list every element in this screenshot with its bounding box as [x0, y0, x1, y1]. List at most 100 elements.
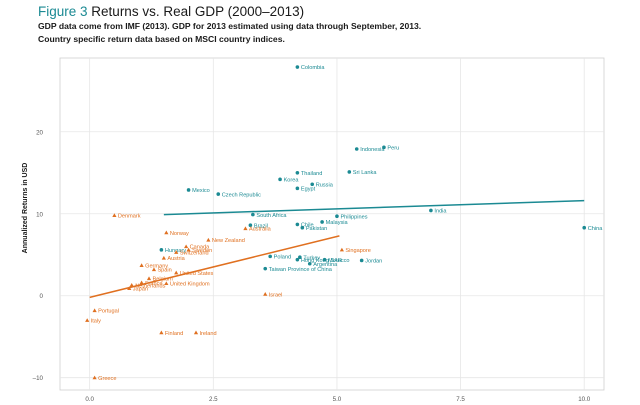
data-point: [161, 255, 166, 260]
data-point: [310, 182, 315, 187]
trend-lines: [89, 199, 585, 299]
data-label: Poland: [274, 255, 291, 261]
data-label: Thailand: [301, 171, 322, 177]
data-point: [278, 177, 282, 182]
data-label: Czech Republic: [222, 192, 261, 198]
x-tick-label: 2.5: [209, 396, 218, 403]
data-label: Netherlands: [135, 283, 165, 289]
data-label: Colombia: [301, 65, 326, 71]
data-label: Italy: [91, 319, 101, 325]
data-label: Germany: [145, 264, 168, 270]
data-label: Peru: [387, 146, 399, 152]
data-point: [382, 145, 386, 150]
figure-title-text: Returns vs. Real GDP (2000–2013): [91, 4, 305, 19]
data-point: [307, 261, 312, 266]
data-point: [339, 247, 344, 252]
data-point: [159, 330, 164, 335]
trend-line-emerging: [163, 199, 585, 216]
data-point: [243, 226, 248, 231]
y-tick-label: –10: [33, 375, 44, 382]
data-point: [216, 192, 221, 196]
data-label: Switzerland: [180, 250, 209, 256]
data-label: Chile: [301, 223, 314, 229]
data-label: Sri Lanka: [353, 170, 378, 176]
data-point: [92, 375, 97, 380]
data-point: [193, 330, 199, 335]
data-label: Singapore: [345, 248, 371, 254]
data-point: [322, 257, 327, 262]
data-label: United Kingdom: [170, 282, 210, 288]
data-label: Brazil: [254, 223, 268, 229]
data-point: [582, 225, 587, 230]
data-point: [112, 213, 117, 217]
data-point: [146, 276, 152, 281]
data-point: [92, 308, 97, 313]
data-label: Hungary: [165, 248, 186, 254]
data-label: United States: [180, 271, 214, 277]
data-point: [206, 237, 211, 242]
data-point: [139, 263, 144, 267]
data-point: [151, 267, 157, 272]
data-label: China: [588, 226, 604, 232]
figure-subtitle-line-2: Country specific return data based on MS…: [38, 34, 285, 44]
data-point: [263, 291, 268, 296]
x-tick-label: 5.0: [333, 396, 342, 403]
figure-header: Figure 3 Returns vs. Real GDP (2000–2013…: [38, 4, 628, 46]
data-label: Japan: [133, 287, 148, 293]
x-tick-label: 0.0: [85, 396, 94, 403]
data-point: [295, 222, 300, 227]
figure-subtitle-line-1: GDP data come from IMF (2013). GDP for 2…: [38, 21, 422, 31]
data-label: Belgium: [153, 277, 174, 283]
y-axis-label: Annualized Returns in USD: [22, 163, 29, 254]
data-point: [164, 230, 169, 235]
data-point: [164, 281, 169, 286]
data-label: Ireland: [200, 331, 217, 337]
data-point: [186, 247, 191, 252]
data-point: [320, 220, 324, 224]
data-point: [174, 250, 179, 254]
data-point: [295, 186, 300, 191]
data-label: Turkey: [303, 255, 320, 261]
data-point: [295, 170, 300, 175]
data-label: Pakistan: [306, 226, 327, 232]
data-point: [186, 188, 191, 192]
data-point: [300, 225, 305, 230]
data-label: Indonesia: [360, 147, 385, 153]
data-point: [298, 255, 302, 259]
data-label: Morocco: [328, 258, 349, 264]
data-label: Hong Kong SAR: [301, 258, 342, 264]
figure-title: Figure 3 Returns vs. Real GDP (2000–2013…: [38, 4, 628, 20]
data-point: [354, 147, 359, 151]
data-label: Israel: [269, 292, 283, 298]
data-point: [184, 244, 189, 249]
data-label: South Africa: [256, 213, 287, 219]
data-label: Canada: [190, 245, 210, 251]
data-label: Denmark: [118, 214, 141, 220]
data-label: Spain: [157, 268, 171, 274]
data-label: Finland: [165, 331, 183, 337]
data-point: [295, 257, 300, 262]
data-label: Argentina: [313, 262, 338, 268]
y-tick-label: 20: [36, 129, 43, 136]
data-point: [139, 280, 144, 285]
data-label: Korea: [284, 178, 300, 184]
data-label: Sweden: [192, 248, 212, 254]
data-label: Malaysia: [326, 220, 349, 226]
data-point: [85, 318, 90, 322]
data-point: [159, 248, 164, 252]
data-point: [127, 286, 132, 290]
trend-line-developed: [89, 235, 340, 299]
data-label: Greece: [98, 376, 116, 382]
grid-lines: [60, 58, 604, 390]
data-point: [429, 208, 433, 213]
data-point: [251, 212, 255, 217]
y-tick-label: 0: [40, 293, 44, 300]
x-tick-label: 10.0: [578, 396, 591, 403]
data-point: [335, 214, 339, 219]
plot-area: [59, 57, 605, 391]
data-point: [359, 258, 364, 263]
data-label: Norway: [170, 231, 189, 237]
y-axis-ticks: –10 0 10 20: [33, 129, 44, 382]
